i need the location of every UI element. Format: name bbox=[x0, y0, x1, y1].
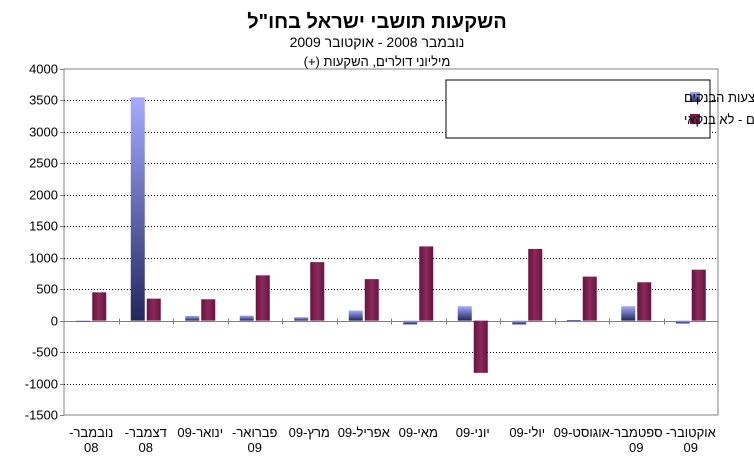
x-tick-label: ספטמבר- bbox=[610, 425, 663, 440]
chart-title: השקעות תושבי ישראל בחו"ל bbox=[247, 11, 507, 33]
bar-financial-investment bbox=[582, 276, 597, 321]
bar-direct-investment bbox=[185, 315, 200, 321]
y-tick-label: -1000 bbox=[25, 377, 58, 392]
legend-box bbox=[445, 79, 711, 139]
bar-direct-investment bbox=[239, 315, 254, 321]
bar-direct-investment bbox=[348, 310, 363, 321]
y-tick-label: -1500 bbox=[25, 408, 58, 423]
bar-direct-investment bbox=[457, 306, 472, 321]
legend-swatch bbox=[690, 92, 700, 102]
bar-direct-investment bbox=[130, 97, 145, 321]
x-tick-label: 08 bbox=[84, 440, 98, 455]
bar-financial-investment bbox=[364, 279, 379, 321]
y-tick-label: 1500 bbox=[29, 219, 58, 234]
y-tick-label: 500 bbox=[36, 282, 58, 297]
bars bbox=[76, 97, 706, 373]
bar-financial-investment bbox=[419, 246, 434, 321]
x-tick-label: מאי-09 bbox=[399, 425, 438, 440]
bar-financial-investment bbox=[310, 262, 325, 321]
bar-direct-investment bbox=[294, 317, 309, 321]
bar-financial-investment bbox=[92, 292, 107, 321]
bar-direct-investment bbox=[76, 320, 91, 322]
x-tick-label: אוגוסט-09 bbox=[554, 425, 610, 440]
x-tick-label: 09 bbox=[629, 440, 643, 455]
y-tick-label: 2000 bbox=[29, 188, 58, 203]
legend-label: השקעות פיננסיות בני"ע סחירים - לא בנקאי bbox=[684, 112, 754, 127]
y-axis-ticks: 4000 3500 3000 2500 2000 1500 1000 500 0 -500 -100… bbox=[25, 62, 64, 423]
bar-financial-investment bbox=[691, 269, 706, 321]
chart-subtitle: נובמבר 2008 - אוקטובר 2009 bbox=[290, 34, 465, 50]
bar-direct-investment bbox=[512, 320, 527, 325]
bar-financial-investment bbox=[201, 299, 216, 321]
plot-area bbox=[63, 68, 719, 416]
bar-financial-investment bbox=[473, 320, 488, 373]
y-tick-label: 2500 bbox=[29, 156, 58, 171]
bar-financial-investment bbox=[255, 275, 270, 321]
x-tick-label: ינואר-09 bbox=[177, 425, 223, 440]
y-tick-label: -500 bbox=[32, 345, 58, 360]
x-tick-label: אפריל-09 bbox=[338, 425, 390, 440]
x-tick-label: יוני-09 bbox=[456, 425, 490, 440]
y-tick-label: 3000 bbox=[29, 125, 58, 140]
bar-financial-investment bbox=[637, 282, 652, 321]
x-tick-label: דצמבר- bbox=[125, 425, 167, 440]
x-tick-label: יולי-09 bbox=[509, 425, 545, 440]
bar-direct-investment bbox=[566, 320, 581, 322]
x-tick-label: מרץ-09 bbox=[289, 425, 330, 440]
x-tick-label: 09 bbox=[684, 440, 698, 455]
x-tick-label: פברואר- bbox=[232, 425, 278, 440]
bar-direct-investment bbox=[621, 306, 636, 321]
bar-financial-investment bbox=[528, 248, 543, 321]
bar-direct-investment bbox=[675, 320, 690, 324]
x-tick-label: אוקטובר- bbox=[666, 425, 716, 440]
y-tick-label: 3500 bbox=[29, 93, 58, 108]
y-tick-label: 1000 bbox=[29, 251, 58, 266]
x-tick-label: נובמבר- bbox=[69, 425, 113, 440]
x-tick-label: 08 bbox=[139, 440, 153, 455]
unit-label: מיליוני דולרים, השקעות (+) bbox=[304, 54, 451, 69]
y-tick-label: 4000 bbox=[29, 62, 58, 77]
legend-swatch bbox=[690, 114, 700, 124]
bar-direct-investment bbox=[403, 320, 418, 325]
y-tick-label: 0 bbox=[51, 314, 58, 329]
legend: השקעות ישירות בחו"ל באמצעות הבנקים השקעות… bbox=[445, 79, 754, 139]
x-tick-label: 09 bbox=[248, 440, 262, 455]
legend-label: השקעות ישירות בחו"ל באמצעות הבנקים bbox=[684, 90, 754, 105]
bar-financial-investment bbox=[146, 298, 161, 321]
